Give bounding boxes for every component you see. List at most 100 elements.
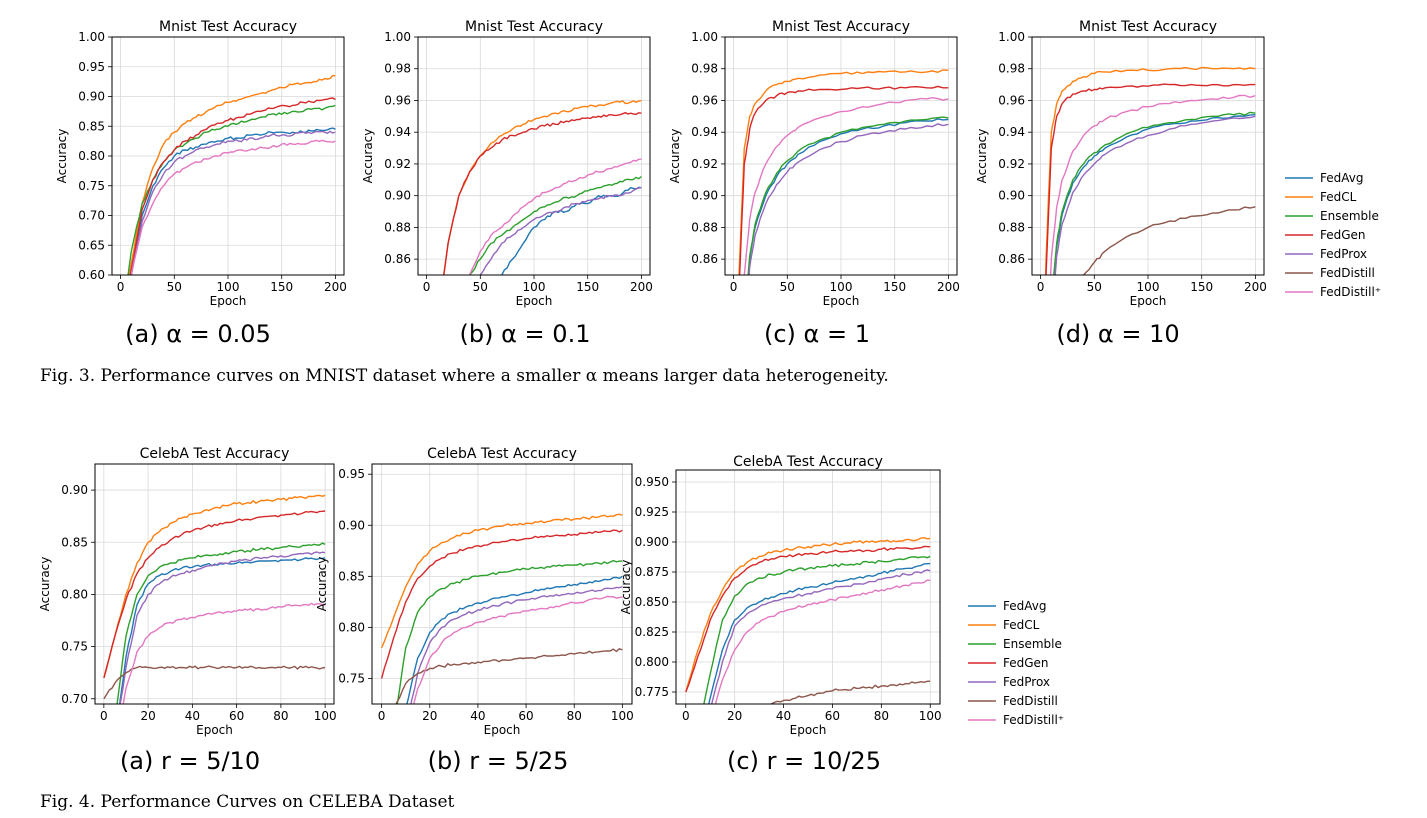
series-line-fedprox bbox=[119, 551, 326, 704]
y-tick-label: 0.85 bbox=[78, 119, 105, 133]
y-tick-label: 0.96 bbox=[998, 93, 1025, 107]
y-tick-label: 0.92 bbox=[998, 157, 1025, 171]
x-axis-label: Epoch bbox=[484, 723, 521, 737]
series-line-feddistill bbox=[395, 648, 623, 704]
series-line-feddistill bbox=[103, 665, 326, 700]
chart-panel-4: 0 20 40 60 80 100 0.70 0.75 0.80 0.85 0.90 CelebA T… bbox=[38, 446, 337, 775]
y-axis-label: Accuracy bbox=[38, 557, 52, 612]
y-tick-label: 0.85 bbox=[61, 535, 88, 549]
y-tick-label: 0.88 bbox=[998, 220, 1025, 234]
y-axis-label: Accuracy bbox=[668, 129, 682, 184]
subfigure-caption: (c) r = 10/25 bbox=[727, 747, 881, 775]
legend-label: FedDistill bbox=[1320, 266, 1375, 280]
series-group bbox=[443, 99, 642, 275]
x-tick-label: 0 bbox=[1037, 280, 1045, 294]
y-tick-label: 0.875 bbox=[635, 565, 669, 579]
x-tick-label: 150 bbox=[1190, 280, 1213, 294]
y-tick-label: 0.80 bbox=[61, 587, 88, 601]
series-line-ensemble bbox=[703, 555, 931, 704]
y-tick-label: 0.86 bbox=[691, 252, 718, 266]
chart-panel-3: 0 50 100 150 200 0.86 0.88 0.90 0.92 0.94 0.96 0.98… bbox=[975, 19, 1267, 348]
y-tick-label: 0.65 bbox=[78, 238, 105, 252]
axes-frame bbox=[675, 469, 941, 705]
y-tick-label: 0.85 bbox=[338, 569, 365, 583]
series-line-feddistill bbox=[1082, 206, 1256, 275]
y-tick-label: 0.800 bbox=[635, 655, 669, 669]
series-group bbox=[738, 69, 949, 275]
x-tick-label: 150 bbox=[883, 280, 906, 294]
series-line-fedavg bbox=[130, 127, 336, 275]
y-tick-label: 0.60 bbox=[78, 268, 105, 282]
y-tick-label: 0.94 bbox=[384, 125, 411, 139]
legend-label: FedGen bbox=[1003, 656, 1049, 670]
legend-label: FedDistill bbox=[1003, 694, 1058, 708]
y-tick-label: 0.90 bbox=[78, 90, 105, 104]
y-tick-label: 0.96 bbox=[384, 93, 411, 107]
series-line-fedgen bbox=[685, 545, 931, 693]
x-tick-label: 50 bbox=[473, 280, 488, 294]
series-line-fedgen bbox=[738, 85, 949, 275]
y-tick-label: 1.00 bbox=[998, 30, 1025, 44]
series-line-feddistill-plus bbox=[122, 602, 326, 704]
legend-label: FedAvg bbox=[1003, 599, 1046, 613]
y-tick-label: 0.75 bbox=[61, 640, 88, 654]
series-line-fedgen bbox=[1045, 83, 1256, 275]
series-line-feddistill-plus bbox=[468, 158, 642, 275]
legend-label: FedAvg bbox=[1320, 171, 1363, 185]
series-group bbox=[127, 74, 336, 275]
y-tick-label: 0.925 bbox=[635, 505, 669, 519]
x-tick-label: 0 bbox=[682, 709, 690, 723]
x-tick-label: 60 bbox=[825, 709, 840, 723]
y-axis-label: Accuracy bbox=[55, 129, 69, 184]
subfigure-caption: (a) r = 5/10 bbox=[120, 747, 260, 775]
subfigure-caption: (c) α = 1 bbox=[764, 320, 870, 348]
chart-title: Mnist Test Accuracy bbox=[465, 19, 603, 35]
series-line-fedavg bbox=[747, 118, 949, 275]
y-tick-label: 0.825 bbox=[635, 625, 669, 639]
series-line-fedprox bbox=[479, 187, 642, 275]
x-tick-label: 200 bbox=[1244, 280, 1267, 294]
y-tick-label: 1.00 bbox=[691, 30, 718, 44]
series-line-feddistill-plus bbox=[1049, 94, 1256, 275]
legend-label: Ensemble bbox=[1320, 209, 1379, 223]
x-tick-label: 50 bbox=[1087, 280, 1102, 294]
x-axis-label: Epoch bbox=[516, 294, 553, 308]
y-tick-label: 0.96 bbox=[691, 93, 718, 107]
x-axis-label: Epoch bbox=[210, 294, 247, 308]
legend-item: FedGen bbox=[968, 656, 1049, 670]
chart-title: CelebA Test Accuracy bbox=[733, 454, 883, 470]
y-tick-label: 0.86 bbox=[384, 252, 411, 266]
chart-title: Mnist Test Accuracy bbox=[1079, 19, 1217, 35]
y-axis-label: Accuracy bbox=[361, 129, 375, 184]
x-tick-label: 40 bbox=[776, 709, 791, 723]
series-line-fedavg bbox=[118, 557, 326, 704]
x-axis-label: Epoch bbox=[823, 294, 860, 308]
series-line-ensemble bbox=[396, 559, 623, 704]
y-tick-label: 0.98 bbox=[691, 62, 718, 76]
y-tick-label: 0.75 bbox=[338, 671, 365, 685]
y-axis-label: Accuracy bbox=[315, 557, 329, 612]
x-tick-label: 50 bbox=[780, 280, 795, 294]
x-tick-label: 100 bbox=[830, 280, 853, 294]
x-tick-label: 100 bbox=[523, 280, 546, 294]
x-tick-label: 200 bbox=[630, 280, 653, 294]
series-line-fedavg bbox=[406, 575, 623, 704]
y-tick-label: 0.90 bbox=[384, 189, 411, 203]
y-tick-label: 0.70 bbox=[61, 692, 88, 706]
x-tick-label: 80 bbox=[874, 709, 889, 723]
figure-4-caption: Fig. 4. Performance Curves on CELEBA Dat… bbox=[40, 792, 455, 812]
chart-panel-1: 0 50 100 150 200 0.86 0.88 0.90 0.92 0.94 0.96 0.98… bbox=[361, 19, 653, 348]
legend-item: Ensemble bbox=[1285, 209, 1379, 223]
chart-title: CelebA Test Accuracy bbox=[427, 446, 577, 462]
legend-label: Ensemble bbox=[1003, 637, 1062, 651]
legend-item: FedDistill⁺ bbox=[1285, 285, 1381, 299]
x-tick-label: 0 bbox=[423, 280, 431, 294]
y-tick-label: 0.98 bbox=[998, 62, 1025, 76]
legend-label: FedDistill⁺ bbox=[1320, 285, 1381, 299]
figure-3-caption: Fig. 3. Performance curves on MNIST data… bbox=[40, 366, 889, 386]
y-tick-label: 0.95 bbox=[338, 467, 365, 481]
series-line-fedgen bbox=[380, 529, 623, 679]
y-tick-label: 0.88 bbox=[384, 220, 411, 234]
chart-panel-0: 0 50 100 150 200 0.60 0.65 0.70 0.75 0.80 0.85 0.90… bbox=[55, 19, 347, 348]
